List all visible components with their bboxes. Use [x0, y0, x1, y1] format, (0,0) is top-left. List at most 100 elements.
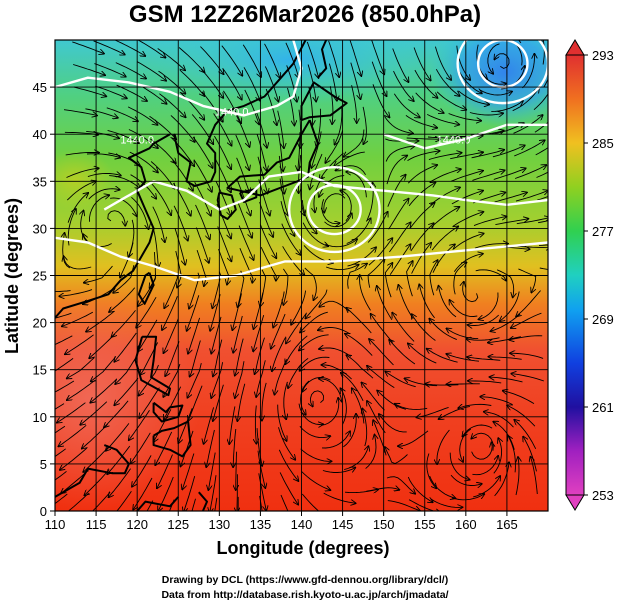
- streamline: [288, 358, 309, 388]
- streamline: [343, 414, 356, 448]
- streamline: [107, 210, 126, 226]
- streamline: [365, 435, 376, 469]
- streamline: [72, 41, 104, 54]
- streamline: [475, 269, 506, 281]
- streamline: [389, 340, 416, 365]
- streamline: [232, 293, 242, 330]
- streamline: [300, 380, 310, 415]
- x-tick-label: 135: [250, 517, 272, 532]
- streamline: [510, 353, 544, 359]
- streamline: [426, 453, 437, 489]
- streamline: [487, 43, 500, 74]
- streamline: [385, 372, 416, 388]
- streamline: [412, 314, 436, 341]
- streamline: [439, 286, 457, 318]
- streamline: [153, 229, 159, 267]
- x-tick-label: 110: [45, 517, 66, 532]
- streamline: [429, 169, 461, 183]
- streamline: [257, 450, 265, 488]
- height-contour-ring: [306, 183, 362, 236]
- streamline: [165, 341, 180, 376]
- streamline: [448, 113, 482, 121]
- streamline: [87, 173, 121, 176]
- streamline: [428, 153, 462, 161]
- height-contour: [55, 40, 303, 117]
- coastline: [198, 491, 208, 511]
- streamline: [133, 477, 153, 510]
- coastline: [152, 401, 184, 423]
- streamline: [191, 498, 196, 511]
- streamline: [494, 462, 509, 497]
- colorbar-tick-label: 269: [592, 312, 614, 327]
- streamline: [137, 40, 165, 58]
- cold-region-northeast: [430, 40, 548, 127]
- streamline: [283, 268, 289, 305]
- streamline: [110, 197, 137, 216]
- streamline: [323, 492, 356, 503]
- streamline: [131, 432, 151, 464]
- streamline: [300, 448, 332, 462]
- streamline: [514, 140, 544, 157]
- streamline: [311, 131, 322, 167]
- streamline: [430, 187, 460, 206]
- streamline: [73, 86, 106, 96]
- streamline: [139, 364, 159, 396]
- streamline: [344, 129, 365, 157]
- coastline: [238, 187, 258, 203]
- streamline: [405, 115, 437, 127]
- streamline: [88, 189, 120, 200]
- x-tick-label: 145: [332, 517, 354, 532]
- streamline: [386, 476, 415, 494]
- streamline: [89, 195, 110, 222]
- streamline: [158, 70, 186, 94]
- streamline: [543, 77, 548, 88]
- coastline: [136, 496, 180, 511]
- streamline: [259, 224, 276, 259]
- streamline: [322, 468, 355, 473]
- streamline: [496, 269, 514, 298]
- contour-label: 1440.0: [215, 106, 249, 118]
- streamline: [273, 291, 285, 328]
- streamline: [472, 456, 498, 476]
- streamline: [345, 334, 373, 356]
- streamline: [301, 471, 331, 490]
- streamline: [55, 380, 75, 393]
- streamline: [386, 156, 407, 185]
- colorbar-ticks: 253 261 269 277 285 293: [584, 48, 614, 503]
- streamline: [239, 248, 253, 283]
- streamline: [457, 68, 482, 93]
- streamline: [393, 93, 420, 118]
- streamline: [511, 374, 545, 382]
- grid-lines: [55, 40, 548, 511]
- streamline: [304, 267, 317, 300]
- streamline: [170, 115, 195, 141]
- streamline: [114, 377, 139, 405]
- streamline: [211, 362, 224, 398]
- x-tick-label: 150: [373, 517, 395, 532]
- streamline: [277, 110, 284, 148]
- credit-data: Data from http://database.rish.kyoto-u.a…: [161, 589, 448, 601]
- streamline: [236, 157, 250, 193]
- streamline: [384, 116, 414, 133]
- streamline: [301, 493, 320, 511]
- streamline: [458, 90, 489, 105]
- colorbar-ramp: [565, 54, 585, 496]
- streamline: [335, 107, 343, 145]
- streamline: [214, 135, 231, 169]
- streamline: [308, 87, 313, 125]
- streamline: [490, 377, 523, 383]
- streamline: [429, 260, 438, 296]
- streamline: [392, 48, 409, 83]
- streamline: [106, 107, 138, 121]
- streamline: [509, 335, 543, 340]
- streamline: [431, 227, 458, 251]
- streamline: [458, 404, 492, 408]
- streamline: [104, 400, 129, 427]
- streamline: [493, 168, 526, 180]
- streamline: [151, 183, 171, 215]
- streamline: [59, 289, 93, 297]
- streamline: [206, 429, 215, 467]
- x-tick-label: 165: [496, 517, 518, 532]
- streamline: [264, 43, 280, 78]
